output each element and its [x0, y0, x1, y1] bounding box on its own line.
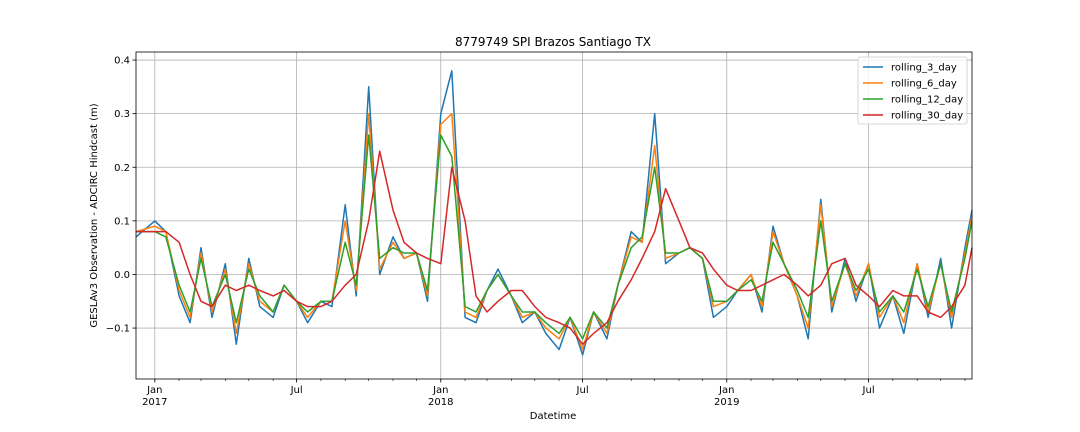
x-tick-year-label: 2018 [428, 397, 453, 408]
y-tick-label: 0.4 [114, 56, 130, 67]
y-axis-label: GESLAv3 Observation - ADCIRC Hindcast (m… [89, 103, 100, 327]
legend-label: rolling_12_day [891, 95, 963, 106]
legend-label: rolling_6_day [891, 79, 957, 90]
y-tick-label: 0.2 [114, 163, 130, 174]
x-tick-label: Jan [432, 385, 448, 396]
x-tick-label: Jul [290, 385, 303, 396]
legend-box [857, 56, 968, 125]
x-tick-label: Jul [862, 385, 875, 396]
x-tick-year-label: 2017 [142, 397, 167, 408]
x-axis-label: Datetime [530, 411, 577, 422]
legend: rolling_3_day rolling_6_day rolling_12_day… [857, 56, 968, 125]
x-tick-label: Jan [718, 385, 734, 396]
y-tick-label: 0.1 [114, 216, 130, 227]
plot-frame [135, 51, 973, 380]
series-lines [135, 70, 973, 356]
series-line-rolling-12-day [136, 134, 973, 340]
x-tick-year-label: 2019 [714, 397, 739, 408]
y-tick-label: 0.0 [114, 270, 130, 281]
grid [136, 52, 972, 379]
y-tick-label: −0.1 [106, 324, 130, 335]
legend-label: rolling_3_day [891, 63, 957, 74]
y-axis: −0.1 0.0 0.1 0.2 0.3 0.4 [106, 56, 136, 335]
x-tick-label: Jul [576, 385, 589, 396]
legend-label: rolling_30_day [891, 111, 963, 122]
series-line-rolling-30-day [136, 150, 973, 345]
plot-area [136, 52, 972, 379]
y-tick-label: 0.3 [114, 109, 130, 120]
x-tick-label: Jan [146, 385, 162, 396]
chart-title: 8779749 SPI Brazos Santiago TX [455, 35, 651, 49]
